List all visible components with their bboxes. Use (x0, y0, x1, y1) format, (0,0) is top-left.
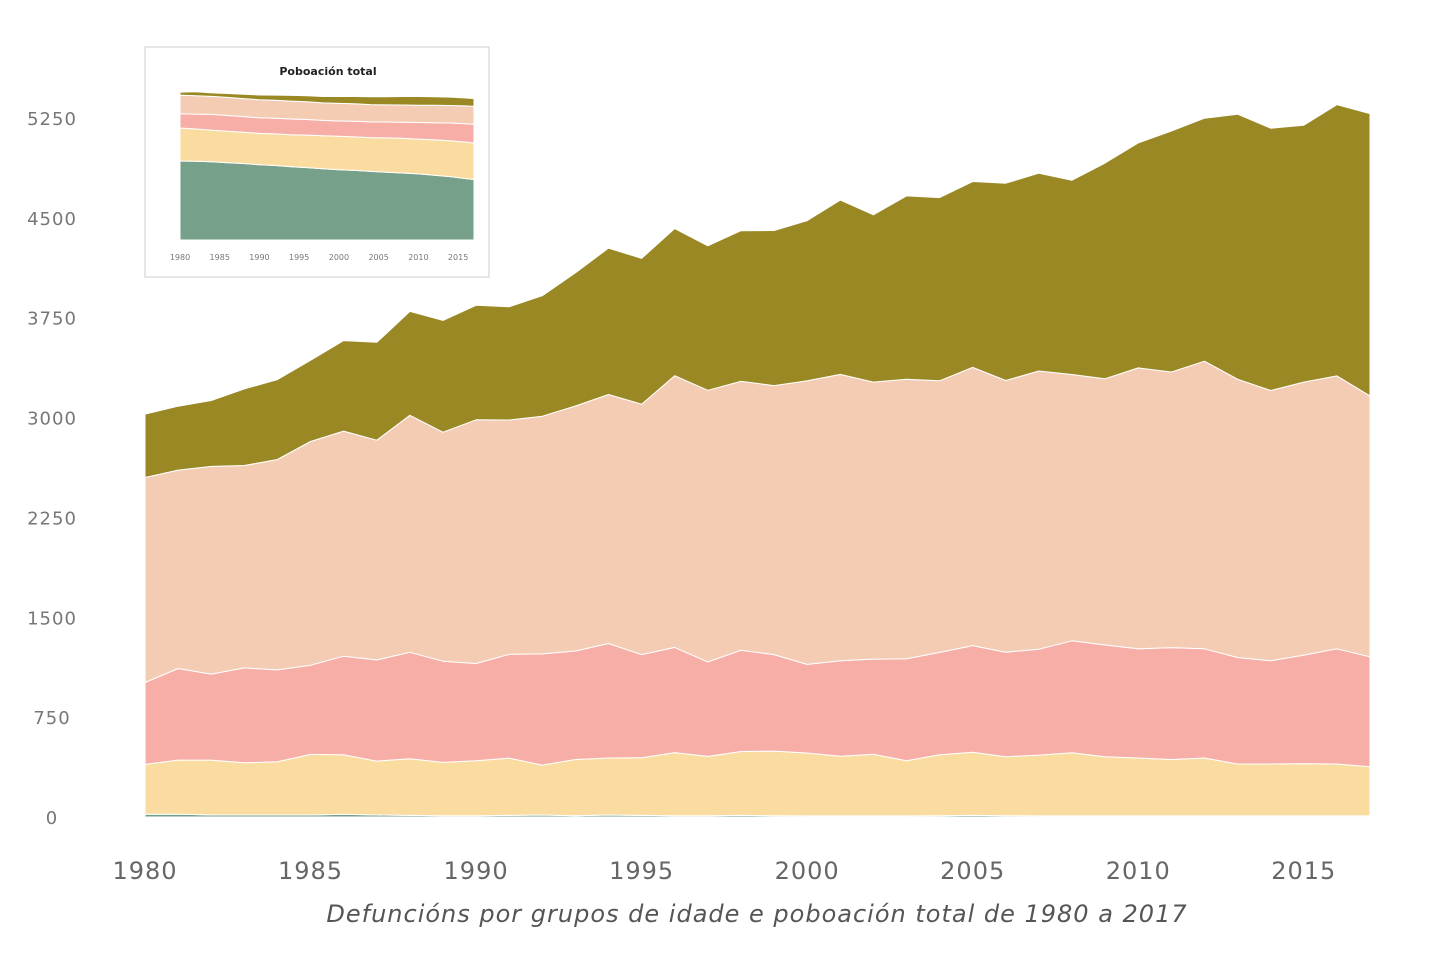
chart-caption: Defuncións por grupos de idade e poboaci… (326, 900, 1187, 928)
x-tick-label: 1985 (278, 857, 343, 885)
y-axis-ticks: 0 750 1500 2250 3000 3750 4500 5250 (27, 109, 77, 829)
y-tick-label: 3750 (27, 309, 77, 330)
x-tick-label: 2000 (775, 857, 840, 885)
inset-x-tick-label: 1985 (210, 253, 230, 262)
y-tick-label: 750 (33, 708, 70, 729)
inset-chart: Poboación total 1980 1985 1990 1995 2000 2005… (144, 46, 490, 278)
x-tick-label: 1980 (112, 857, 177, 885)
x-tick-label: 1995 (609, 857, 674, 885)
y-tick-label: 0 (46, 808, 58, 829)
stacked-area-series (144, 104, 1371, 818)
y-tick-label: 2250 (27, 508, 77, 529)
main-area-band-1 (144, 750, 1371, 817)
x-tick-label: 2015 (1271, 857, 1336, 885)
inset-x-tick-label: 1995 (289, 253, 309, 262)
inset-x-tick-label: 2000 (329, 253, 349, 262)
inset-title: Poboación total (279, 65, 376, 78)
inset-x-tick-label: 1990 (249, 253, 269, 262)
inset-area-series (179, 91, 475, 241)
inset-x-tick-label: 2010 (408, 253, 428, 262)
x-axis-ticks: 1980 1985 1990 1995 2000 2005 2010 2015 (112, 857, 1336, 885)
inset-area-band-4 (179, 91, 475, 107)
x-tick-label: 2005 (940, 857, 1005, 885)
y-tick-label: 5250 (27, 109, 77, 130)
inset-x-tick-label: 2005 (368, 253, 388, 262)
inset-x-axis-ticks: 1980 1985 1990 1995 2000 2005 2010 2015 (170, 253, 468, 262)
y-tick-label: 4500 (27, 209, 77, 230)
y-tick-label: 1500 (27, 608, 77, 629)
x-tick-label: 1990 (444, 857, 509, 885)
x-tick-label: 2010 (1106, 857, 1171, 885)
y-tick-label: 3000 (27, 409, 77, 430)
inset-x-tick-label: 2015 (448, 253, 468, 262)
inset-x-tick-label: 1980 (170, 253, 190, 262)
main-area-band-4 (144, 104, 1371, 478)
